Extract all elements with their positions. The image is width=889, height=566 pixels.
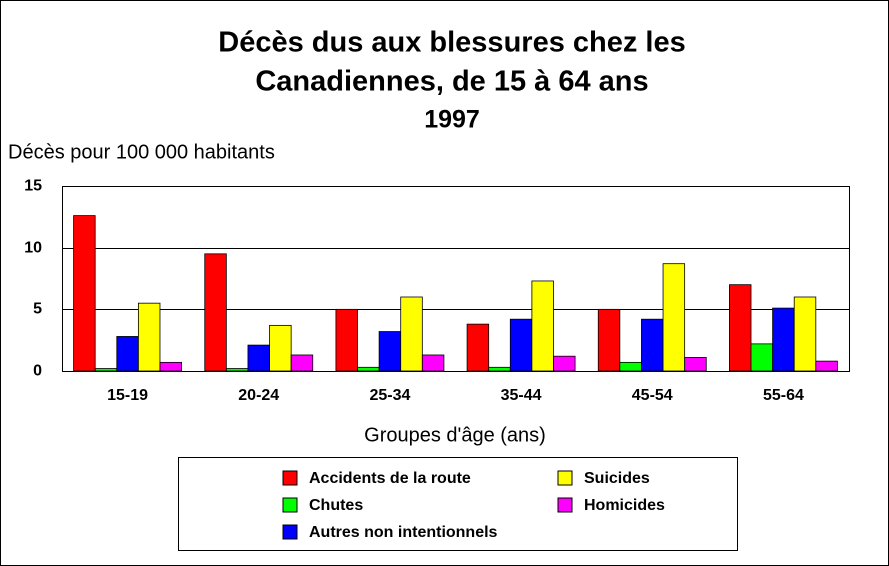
y-axis-label: Décès pour 100 000 habitants [8, 141, 275, 163]
y-tick-label: 15 [24, 178, 42, 195]
bar [466, 323, 490, 372]
bar [750, 343, 774, 372]
legend-swatch [557, 470, 573, 486]
bar [225, 368, 249, 372]
bar [335, 308, 358, 372]
chart-title: Canadiennes, de 15 à 64 ans [255, 66, 648, 98]
legend-label: Homicides [584, 497, 665, 514]
bar [94, 368, 118, 372]
bar [531, 280, 554, 372]
x-axis-label: Groupes d'âge (ans) [364, 424, 546, 446]
bar [116, 336, 139, 372]
chart-subtitle: 1997 [424, 106, 480, 134]
y-tick-label: 0 [33, 363, 42, 380]
bar [597, 308, 621, 372]
bar [421, 354, 445, 372]
bar [553, 355, 576, 372]
bar [378, 331, 402, 372]
x-tick-label: 45-54 [632, 387, 673, 404]
bar [73, 215, 96, 372]
x-tick-label: 15-19 [107, 387, 148, 404]
bar [269, 324, 292, 372]
bar [204, 253, 227, 372]
bar [793, 296, 817, 372]
bar [488, 366, 511, 372]
chart-title: Décès dus aux blessures chez les [218, 27, 685, 59]
bar [684, 357, 707, 372]
legend-swatch [282, 470, 298, 486]
y-tick-label: 5 [33, 301, 42, 318]
bar [357, 366, 380, 372]
bar [772, 307, 795, 372]
bar [159, 361, 182, 372]
legend-swatch [282, 497, 298, 513]
bar [400, 296, 423, 372]
bar [509, 318, 533, 372]
bar [290, 354, 314, 372]
legend-label: Autres non intentionnels [309, 524, 498, 541]
bar [137, 302, 161, 372]
legend-label: Accidents de la route [309, 470, 471, 487]
bar [619, 361, 642, 372]
legend [178, 457, 738, 551]
legend-swatch [282, 524, 298, 540]
legend-swatch [557, 497, 573, 513]
x-tick-label: 25-34 [369, 387, 410, 404]
bar [247, 344, 270, 372]
bar [662, 263, 686, 372]
x-tick-label: 35-44 [501, 387, 542, 404]
bar [729, 284, 752, 372]
bar [815, 360, 838, 372]
legend-label: Chutes [309, 497, 363, 514]
y-tick-label: 10 [24, 240, 42, 257]
bar [641, 318, 664, 372]
x-tick-label: 55-64 [763, 387, 804, 404]
legend-label: Suicides [584, 470, 650, 487]
x-tick-label: 20-24 [238, 387, 279, 404]
